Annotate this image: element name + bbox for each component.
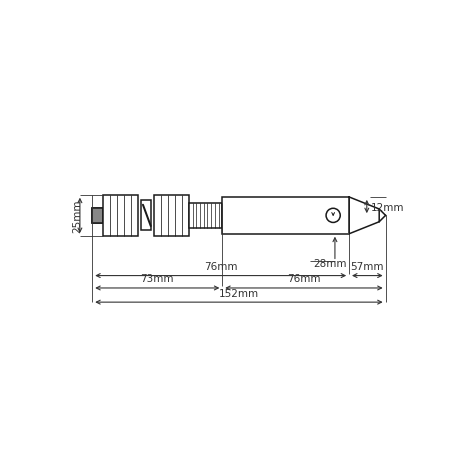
Text: 76mm: 76mm xyxy=(286,274,320,284)
Polygon shape xyxy=(348,197,378,234)
Text: 152mm: 152mm xyxy=(218,288,258,298)
Text: 25mm: 25mm xyxy=(72,199,82,233)
Text: 73mm: 73mm xyxy=(140,274,174,284)
Text: 76mm: 76mm xyxy=(203,262,237,271)
Bar xyxy=(189,203,222,229)
Bar xyxy=(153,196,189,236)
Bar xyxy=(92,208,103,224)
Text: 12mm: 12mm xyxy=(370,202,403,212)
Bar xyxy=(103,196,138,236)
Bar xyxy=(92,208,103,224)
Bar xyxy=(140,201,151,231)
Bar xyxy=(222,197,348,234)
Text: 57mm: 57mm xyxy=(350,262,383,271)
Text: 28mm: 28mm xyxy=(313,259,347,269)
